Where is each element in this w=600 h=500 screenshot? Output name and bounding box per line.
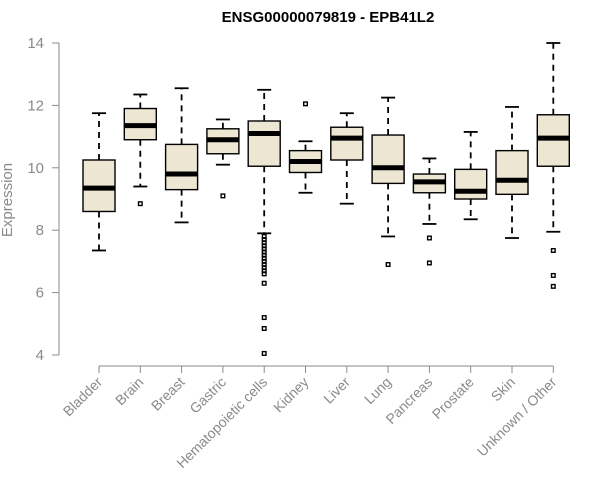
- box-gastric: [206, 118, 240, 199]
- x-tick-label: Skin: [488, 374, 519, 405]
- x-tick-label: Prostate: [429, 374, 477, 422]
- x-tick-label: Bladder: [60, 374, 106, 420]
- chart-title: ENSG00000079819 - EPB41L2: [222, 9, 435, 26]
- outlier-point: [220, 193, 226, 199]
- outlier-point: [550, 247, 556, 253]
- box-unknown-other: [536, 42, 570, 289]
- outlier-point: [426, 260, 432, 266]
- box-skin: [495, 106, 529, 239]
- box-kidney: [288, 101, 323, 194]
- outlier-point: [303, 101, 309, 107]
- x-tick-label: Kidney: [270, 374, 312, 416]
- x-tick-label: Breast: [148, 374, 188, 414]
- box-pancreas: [412, 157, 447, 266]
- outlier-point: [550, 272, 556, 278]
- box-hematopoietic-cells: [247, 88, 281, 356]
- box-liver: [330, 112, 364, 205]
- iqr-box: [495, 149, 529, 196]
- iqr-box: [371, 134, 405, 185]
- y-tick-label: 6: [36, 285, 44, 302]
- y-tick-label: 12: [27, 97, 44, 114]
- outlier-point: [550, 283, 556, 289]
- box-group: [82, 42, 570, 356]
- iqr-box: [454, 168, 488, 200]
- y-tick-label: 14: [27, 35, 44, 52]
- box-bladder: [82, 112, 116, 252]
- iqr-box: [164, 143, 199, 191]
- outlier-point: [261, 315, 267, 321]
- outlier-point: [261, 325, 267, 331]
- outlier-point: [137, 201, 143, 207]
- box-brain: [123, 93, 158, 207]
- y-tick-label: 10: [27, 160, 44, 177]
- outlier-point: [261, 350, 267, 356]
- outlier-point: [426, 235, 432, 241]
- y-tick-label: 4: [36, 347, 44, 364]
- iqr-box: [330, 126, 364, 161]
- box-prostate: [454, 131, 488, 221]
- y-tick-label: 8: [36, 222, 44, 239]
- x-tick-label: Liver: [320, 374, 353, 407]
- x-tick-label: Brain: [112, 374, 146, 408]
- outlier-point: [261, 271, 267, 277]
- axes: 4 6 8 10 12 14: [27, 35, 554, 373]
- outlier-point: [385, 262, 391, 268]
- y-axis-label: Expression: [0, 163, 16, 237]
- box-lung: [371, 96, 405, 268]
- iqr-box: [247, 120, 281, 167]
- outlier-point: [261, 280, 267, 286]
- box-breast: [164, 87, 199, 224]
- x-tick-label: Lung: [361, 374, 394, 407]
